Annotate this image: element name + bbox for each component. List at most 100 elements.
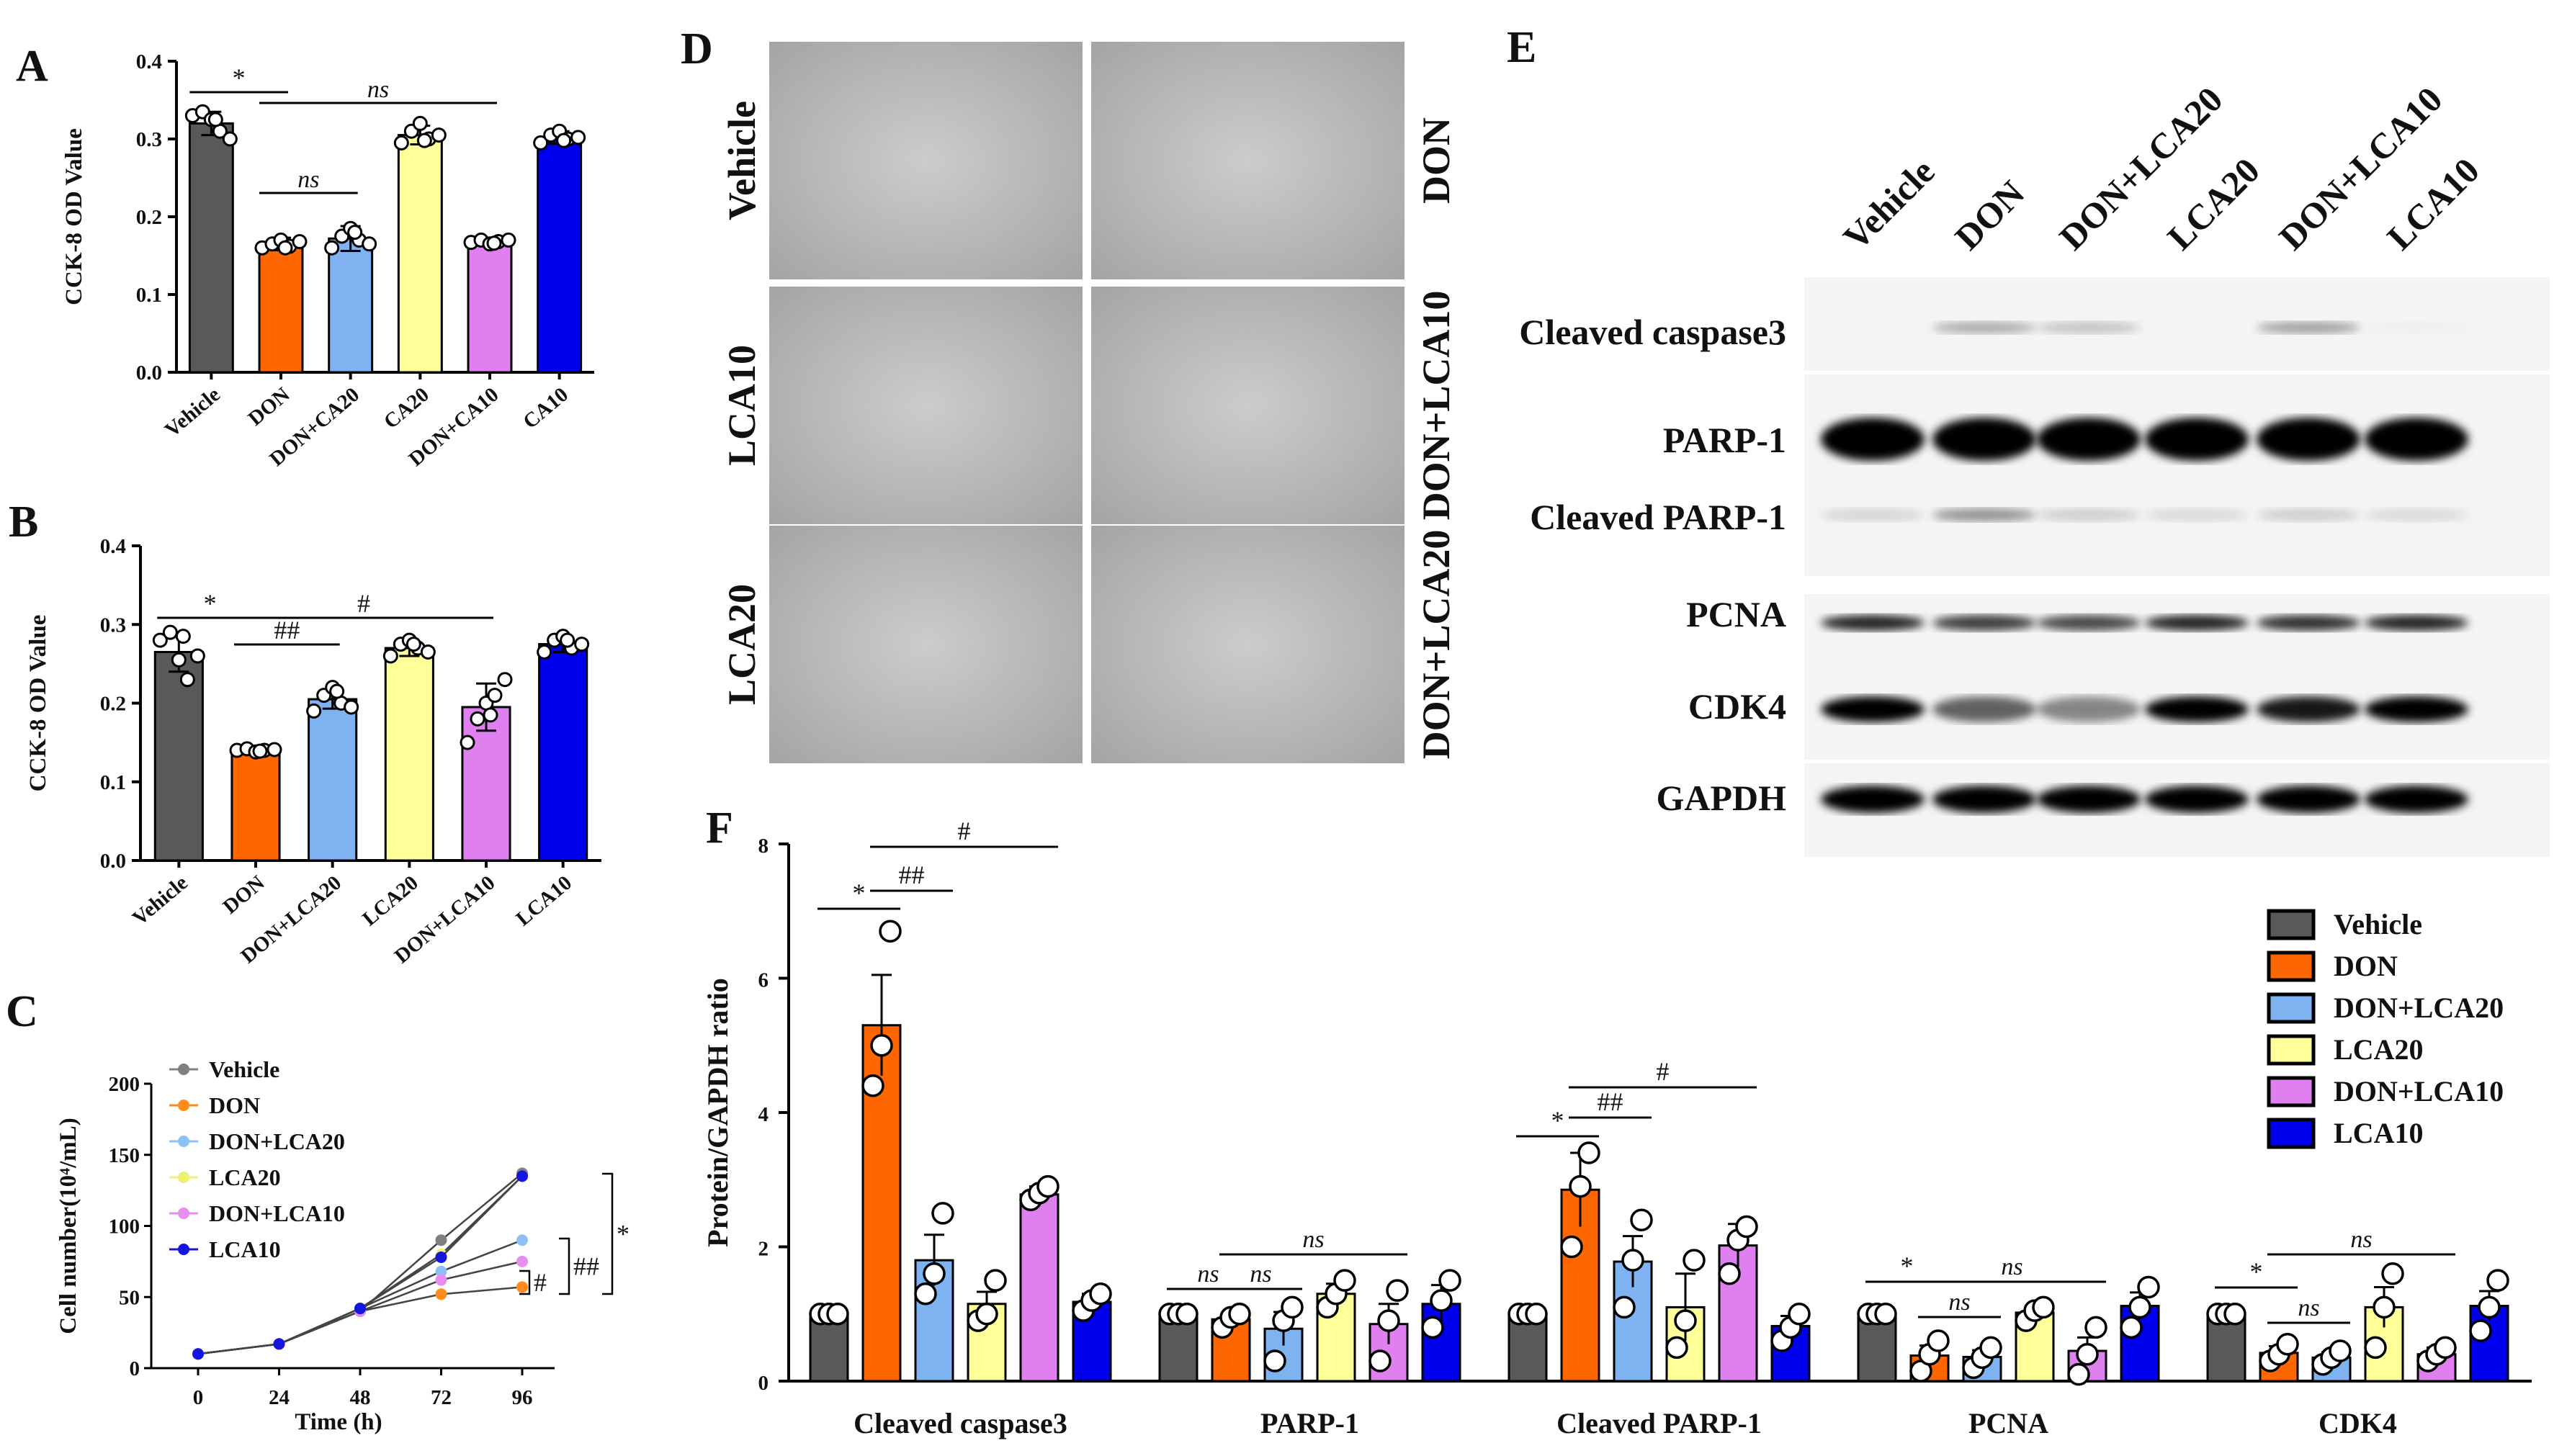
data-point	[431, 127, 447, 143]
y-tick-label: 0	[758, 1372, 769, 1395]
data-point	[1874, 1303, 1897, 1326]
blot-band	[2365, 418, 2468, 461]
micrograph-label-vehicle: Vehicle	[720, 101, 763, 220]
significance-label: *	[853, 878, 866, 907]
significance-bracket	[602, 1172, 614, 1295]
data-point	[1525, 1303, 1548, 1326]
blot-band	[2145, 615, 2249, 631]
legend-label-don-lca10: DON+LCA10	[209, 1200, 345, 1226]
data-point	[2084, 1316, 2107, 1339]
blot-band	[2365, 696, 2468, 722]
blot-membrane	[1804, 374, 2550, 576]
significance-label: *	[1901, 1251, 1914, 1280]
series-point-lca10	[354, 1303, 366, 1315]
blot-band	[2365, 322, 2468, 333]
data-point	[486, 235, 502, 251]
data-point	[1333, 1269, 1356, 1292]
data-point	[533, 135, 549, 150]
significance-label: ##	[573, 1252, 599, 1281]
data-point	[2486, 1269, 2509, 1292]
data-point	[277, 240, 293, 256]
blot-band	[2037, 418, 2141, 461]
panel-letter-b: B	[9, 498, 38, 547]
blot-band	[1932, 322, 2036, 333]
data-point	[1430, 1289, 1453, 1312]
data-point	[470, 711, 485, 727]
x-tick-label: 72	[431, 1386, 452, 1409]
blot-membrane	[1804, 594, 2550, 673]
data-point	[497, 672, 513, 688]
protein-label-cdk4: CDK4	[1688, 686, 1786, 727]
legend-marker-don-lca20	[178, 1136, 189, 1147]
blot-band	[2037, 322, 2141, 333]
blot-band	[2037, 696, 2141, 722]
x-tick-label-cleaved-parp-1: Cleaved PARP-1	[1556, 1407, 1762, 1439]
significance-bracket	[559, 1237, 570, 1295]
legend-marker-vehicle	[178, 1064, 189, 1075]
micrograph-texture	[769, 526, 1083, 763]
data-point	[1665, 1336, 1688, 1360]
significance-label: *	[1551, 1106, 1564, 1135]
x-tick-label: 0	[193, 1386, 204, 1409]
x-tick-label-parp-1: PARP-1	[1260, 1407, 1359, 1439]
y-tick-label: 0.1	[100, 771, 126, 794]
blot-band	[2145, 786, 2249, 813]
data-point	[416, 132, 432, 148]
protein-label-pcna: PCNA	[1686, 594, 1786, 634]
panel-letter-e: E	[1507, 23, 1536, 72]
data-point	[984, 1269, 1007, 1292]
series-point-lca10	[516, 1170, 528, 1182]
bar-ca20	[397, 134, 443, 374]
bar-cleaved-caspase3-don-lca10	[1019, 1193, 1059, 1383]
x-tick-label: LCA10	[511, 871, 576, 931]
blot-band	[1821, 615, 1925, 631]
data-point	[1979, 1336, 2002, 1360]
blot-band	[2037, 786, 2141, 813]
blot-band	[2145, 696, 2249, 722]
lane-label-vehicle: Vehicle	[1835, 151, 1942, 258]
significance-label: ns	[1948, 1289, 1970, 1316]
blot-band	[2257, 418, 2360, 461]
legend-swatch-don-lca10	[2267, 1076, 2316, 1107]
data-point	[1577, 1141, 1600, 1164]
series-point-lca10	[435, 1251, 447, 1263]
micrograph-label-lca20: LCA20	[720, 584, 763, 705]
y-tick-label: 0.4	[136, 50, 162, 73]
data-point	[1281, 1295, 1304, 1319]
data-point	[189, 648, 205, 664]
data-point	[483, 707, 498, 723]
data-point	[1036, 1174, 1059, 1198]
y-tick-label: 150	[109, 1144, 140, 1167]
y-tick-label: 100	[109, 1215, 140, 1239]
legend-swatch-don	[2267, 951, 2316, 982]
data-point	[2373, 1295, 2396, 1319]
blot-band	[2365, 786, 2468, 813]
series-point-don-lca20	[435, 1265, 447, 1277]
bar-ca10	[537, 136, 583, 374]
data-point	[207, 112, 223, 127]
series-point-vehicle	[435, 1234, 447, 1246]
y-tick-label: 0.0	[100, 850, 126, 873]
panel-letter-d: D	[681, 24, 713, 73]
series-point-don	[516, 1281, 528, 1293]
bar-lca20	[384, 647, 434, 862]
data-point	[870, 1034, 893, 1057]
data-point	[1718, 1262, 1741, 1285]
data-point	[879, 920, 902, 943]
significance-label: #	[958, 817, 971, 845]
data-point	[1927, 1329, 1950, 1352]
significance-label: ns	[1197, 1261, 1219, 1288]
micrograph-label-don: DON	[1415, 117, 1458, 204]
y-tick-label: 0.4	[100, 535, 126, 558]
data-point	[1421, 1316, 1444, 1339]
y-tick-label: 0.1	[136, 284, 162, 307]
legend-label-don: DON	[2334, 950, 2398, 982]
micrograph-texture	[769, 287, 1083, 524]
blot-band	[1932, 508, 2036, 521]
legend-marker-don	[178, 1100, 189, 1111]
data-point	[1175, 1303, 1199, 1326]
blot-band	[2257, 508, 2360, 521]
